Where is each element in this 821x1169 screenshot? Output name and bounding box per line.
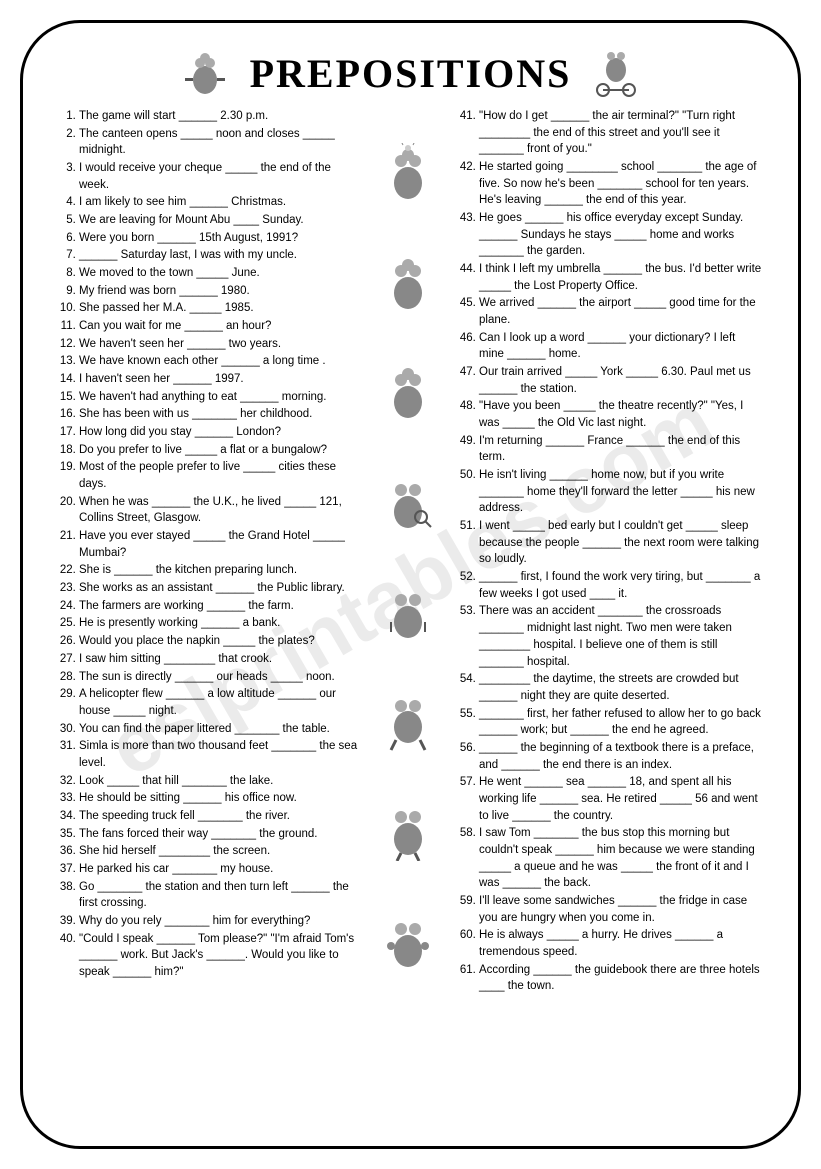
mascot-eat-icon	[381, 582, 436, 642]
list-item: Go _______ the station and then turn lef…	[79, 879, 363, 912]
list-item: She has been with us _______ her childho…	[79, 406, 363, 423]
list-item: I think I left my umbrella ______ the bu…	[479, 261, 763, 294]
list-item: Our train arrived _____ York _____ 6.30.…	[479, 364, 763, 397]
list-item: She is ______ the kitchen preparing lunc…	[79, 562, 363, 579]
list-item: Look _____ that hill _______ the lake.	[79, 773, 363, 790]
left-list: The game will start ______ 2.30 p.m.The …	[53, 108, 363, 981]
list-item: The speeding truck fell _______ the rive…	[79, 808, 363, 825]
list-item: We haven't seen her ______ two years.	[79, 336, 363, 353]
mascot-column	[373, 108, 443, 996]
list-item: Were you born ______ 15th August, 1991?	[79, 230, 363, 247]
mascot-idea-icon	[381, 143, 436, 203]
mascot-flower-icon	[381, 362, 436, 422]
list-item: Would you place the napkin _____ the pla…	[79, 633, 363, 650]
list-item: He is always _____ a hurry. He drives __…	[479, 927, 763, 960]
list-item: "Have you been _____ the theatre recentl…	[479, 398, 763, 431]
mascot-icon	[180, 48, 230, 98]
list-item: Most of the people prefer to live _____ …	[79, 459, 363, 492]
list-item: He went ______ sea ______ 18, and spent …	[479, 774, 763, 824]
left-column: The game will start ______ 2.30 p.m.The …	[53, 108, 363, 996]
list-item: How long did you stay ______ London?	[79, 424, 363, 441]
list-item: We arrived ______ the airport _____ good…	[479, 295, 763, 328]
list-item: ______ Saturday last, I was with my uncl…	[79, 247, 363, 264]
list-item: I saw Tom _______ the bus stop this morn…	[479, 825, 763, 892]
list-item: Why do you rely _______ him for everythi…	[79, 913, 363, 930]
list-item: When he was ______ the U.K., he lived __…	[79, 494, 363, 527]
list-item: ________ the daytime, the streets are cr…	[479, 671, 763, 704]
list-item: ______ the beginning of a textbook there…	[479, 740, 763, 773]
list-item: He should be sitting ______ his office n…	[79, 790, 363, 807]
list-item: We are leaving for Mount Abu ____ Sunday…	[79, 212, 363, 229]
list-item: I'm returning ______ France ______ the e…	[479, 433, 763, 466]
title-row: PREPOSITIONS	[53, 48, 768, 98]
list-item: Simla is more than two thousand feet ___…	[79, 738, 363, 771]
list-item: There was an accident _______ the crossr…	[479, 603, 763, 670]
right-list: "How do I get ______ the air terminal?" …	[453, 108, 763, 995]
list-item: I saw him sitting ________ that crook.	[79, 651, 363, 668]
mascot-strong-icon	[381, 911, 436, 971]
list-item: You can find the paper littered _______ …	[79, 721, 363, 738]
list-item: He started going ________ school _______…	[479, 159, 763, 209]
list-item: A helicopter flew ______ a low altitude …	[79, 686, 363, 719]
list-item: "How do I get ______ the air terminal?" …	[479, 108, 763, 158]
list-item: The farmers are working ______ the farm.	[79, 598, 363, 615]
list-item: Can I look up a word ______ your diction…	[479, 330, 763, 363]
list-item: He goes ______ his office everyday excep…	[479, 210, 763, 260]
mascot-flower-icon	[381, 253, 436, 313]
content-columns: The game will start ______ 2.30 p.m.The …	[53, 108, 768, 996]
right-column: "How do I get ______ the air terminal?" …	[453, 108, 763, 996]
list-item: He parked his car _______ my house.	[79, 861, 363, 878]
worksheet-frame: eslprintables.com PREPOSITIONS The game …	[20, 20, 801, 1149]
list-item: We haven't had anything to eat ______ mo…	[79, 389, 363, 406]
list-item: She hid herself ________ the screen.	[79, 843, 363, 860]
list-item: I would receive your cheque _____ the en…	[79, 160, 363, 193]
list-item: He isn't living ______ home now, but if …	[479, 467, 763, 517]
list-item: Can you wait for me ______ an hour?	[79, 318, 363, 335]
list-item: The canteen opens _____ noon and closes …	[79, 126, 363, 159]
mascot-walk-icon	[381, 801, 436, 861]
list-item: ______ first, I found the work very tiri…	[479, 569, 763, 602]
list-item: I am likely to see him ______ Christmas.	[79, 194, 363, 211]
mascot-search-icon	[381, 472, 436, 532]
list-item: We have known each other ______ a long t…	[79, 353, 363, 370]
list-item: The game will start ______ 2.30 p.m.	[79, 108, 363, 125]
list-item: The sun is directly ______ our heads ___…	[79, 669, 363, 686]
list-item: Do you prefer to live _____ a flat or a …	[79, 442, 363, 459]
list-item: I went _____ bed early but I couldn't ge…	[479, 518, 763, 568]
list-item: He is presently working ______ a bank.	[79, 615, 363, 632]
mascot-jump-icon	[381, 692, 436, 752]
list-item: She works as an assistant ______ the Pub…	[79, 580, 363, 597]
list-item: Have you ever stayed _____ the Grand Hot…	[79, 528, 363, 561]
mascot-bike-icon	[591, 48, 641, 98]
list-item: She passed her M.A. _____ 1985.	[79, 300, 363, 317]
list-item: I'll leave some sandwiches ______ the fr…	[479, 893, 763, 926]
page-title: PREPOSITIONS	[250, 50, 572, 97]
list-item: According ______ the guidebook there are…	[479, 962, 763, 995]
list-item: The fans forced their way _______ the gr…	[79, 826, 363, 843]
list-item: "Could I speak ______ Tom please?" "I'm …	[79, 931, 363, 981]
list-item: I haven't seen her ______ 1997.	[79, 371, 363, 388]
list-item: We moved to the town _____ June.	[79, 265, 363, 282]
list-item: _______ first, her father refused to all…	[479, 706, 763, 739]
list-item: My friend was born ______ 1980.	[79, 283, 363, 300]
